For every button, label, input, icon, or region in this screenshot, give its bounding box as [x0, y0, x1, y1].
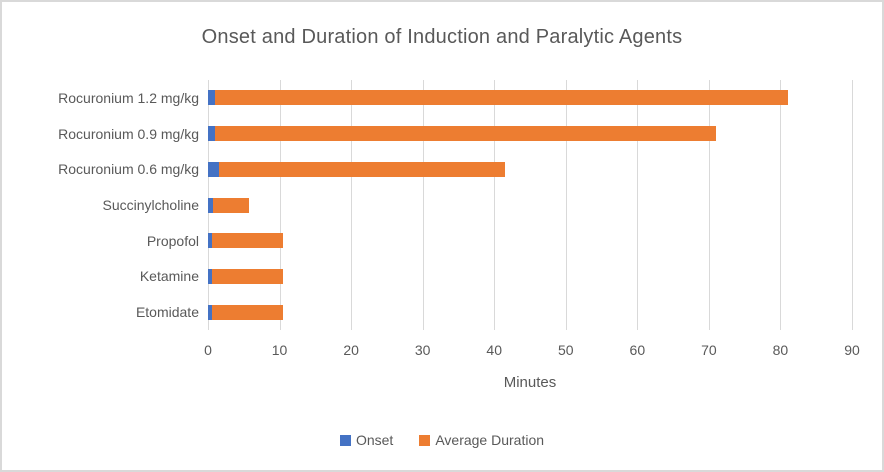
- gridline-x-20: [351, 80, 353, 330]
- x-tick-label-70: 70: [701, 342, 717, 358]
- bar-average-duration-rocuronium-0-9-mg-kg: [215, 126, 717, 142]
- legend-label-average-duration: Average Duration: [435, 432, 545, 448]
- x-tick-label-80: 80: [772, 342, 789, 358]
- bar-onset-ketamine: [208, 268, 212, 284]
- category-label-rocuronium-0-9-mg-kg: Rocuronium 0.9 mg/kg: [58, 125, 199, 142]
- gridline-x-10: [279, 80, 281, 330]
- gridline-x-30: [422, 80, 424, 330]
- x-axis-title: Minutes: [503, 374, 557, 391]
- category-label-succinylcholine: Succinylcholine: [102, 197, 200, 213]
- chart-title: Onset and Duration of Induction and Para…: [201, 26, 683, 48]
- legend-item-average-duration: Average Duration: [419, 432, 544, 448]
- x-tick-label-40: 40: [486, 342, 503, 358]
- gridline-x-50: [565, 80, 567, 330]
- legend-item-onset: Onset: [339, 432, 394, 448]
- category-label-propofol: Propofol: [146, 232, 199, 249]
- legend: Onset Average Duration: [2, 432, 882, 448]
- x-axis: 0 10 20 30 40 50 60 70 80 90: [204, 342, 860, 360]
- bar-onset-rocuronium-0-6-mg-kg: [208, 161, 219, 177]
- bar-average-duration-rocuronium-0-6-mg-kg: [218, 161, 505, 177]
- bar-average-duration-etomidate: [211, 304, 284, 320]
- category-label-rocuronium-0-6-mg-kg: Rocuronium 0.6 mg/kg: [58, 161, 199, 178]
- gridline-x-60: [637, 80, 639, 330]
- legend-label-onset: Onset: [355, 432, 394, 448]
- x-tick-label-30: 30: [414, 342, 431, 358]
- legend-swatch-onset: [339, 434, 351, 446]
- gridline-x-40: [494, 80, 496, 330]
- plot-area: [208, 80, 853, 330]
- x-tick-label-90: 90: [844, 342, 860, 358]
- x-tick-label-20: 20: [343, 342, 359, 358]
- legend-swatch-average-duration: [419, 434, 431, 446]
- x-tick-label-10: 10: [271, 342, 288, 358]
- bar-onset-etomidate: [208, 304, 212, 320]
- category-label-ketamine: Ketamine: [139, 268, 199, 285]
- category-label-etomidate: Etomidate: [135, 304, 199, 321]
- bar-onset-propofol: [208, 233, 212, 249]
- bar-onset-rocuronium-1-2-mg-kg: [208, 90, 216, 106]
- category-label-rocuronium-1-2-mg-kg: Rocuronium 1.2 mg/kg: [58, 89, 199, 106]
- x-tick-label-60: 60: [629, 342, 646, 358]
- bar-onset-succinylcholine: [208, 197, 214, 213]
- gridline-x-80: [780, 80, 782, 330]
- category-axis: Rocuronium 1.2 mg/kg Rocuronium 0.9 mg/kg…: [2, 80, 199, 330]
- gridline-x-70: [708, 80, 710, 330]
- bar-average-duration-succinylcholine: [213, 197, 250, 213]
- bar-average-duration-rocuronium-1-2-mg-kg: [215, 90, 788, 106]
- bar-average-duration-ketamine: [211, 268, 284, 284]
- x-tick-label-50: 50: [557, 342, 574, 358]
- bar-average-duration-propofol: [211, 233, 284, 249]
- x-tick-label-0: 0: [204, 342, 212, 358]
- gridline-x-90: [852, 80, 853, 330]
- bar-onset-rocuronium-0-9-mg-kg: [208, 126, 216, 142]
